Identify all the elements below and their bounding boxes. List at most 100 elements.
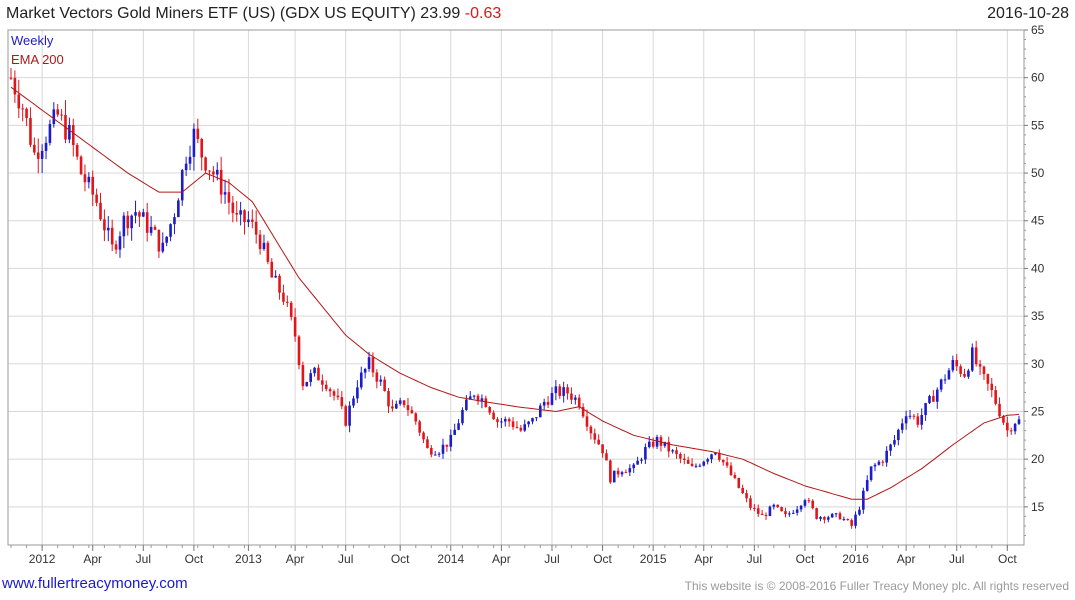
candle-down: [83, 174, 87, 183]
candle-up: [644, 447, 647, 460]
candle-down: [375, 372, 379, 382]
candle-down: [406, 405, 410, 411]
candle-up: [554, 386, 558, 394]
candle-down: [219, 169, 223, 195]
chart-date: 2016-10-28: [987, 5, 1069, 22]
candle-up: [951, 359, 955, 371]
candle-down: [974, 347, 978, 365]
candle-down: [231, 202, 235, 214]
candle-down: [114, 244, 118, 250]
candle-down: [282, 292, 285, 302]
candle-up: [363, 368, 367, 373]
candle-down: [418, 421, 421, 433]
x-tick-label: 2014: [437, 552, 464, 566]
candle-up: [865, 479, 869, 491]
legend-weekly: Weekly: [11, 33, 54, 48]
candle-up: [398, 400, 402, 404]
candle-up: [309, 373, 312, 382]
x-tick-label: Oct: [185, 552, 204, 566]
candle-up: [192, 128, 196, 157]
candle-down: [250, 219, 254, 222]
candle-up: [655, 436, 659, 447]
candle-down: [278, 275, 281, 293]
y-tick-label: 65: [1031, 23, 1045, 37]
candle-up: [768, 506, 772, 516]
candle-down: [577, 397, 581, 408]
candle-down: [589, 426, 593, 434]
candle-down: [609, 460, 612, 483]
candle-down: [741, 487, 744, 494]
candle-down: [811, 500, 815, 509]
candle-up: [106, 227, 110, 231]
candle-down: [17, 94, 21, 109]
candle-up: [862, 490, 865, 510]
candle-down: [982, 366, 986, 375]
candle-down: [749, 498, 752, 508]
candle-down: [601, 444, 604, 454]
candle-down: [838, 513, 842, 520]
candle-up: [352, 398, 355, 406]
candle-down: [13, 77, 17, 95]
candle-up: [788, 513, 791, 515]
candle-down: [340, 397, 344, 407]
candle-down: [986, 374, 990, 384]
candle-down: [659, 436, 663, 446]
candle-up: [44, 142, 48, 151]
candle-down: [99, 202, 102, 220]
candle-down: [1002, 416, 1005, 423]
candle-up: [223, 192, 227, 195]
x-tick-label: Apr: [286, 552, 305, 566]
candle-down: [301, 365, 305, 387]
candle-up: [714, 452, 717, 455]
candle-up: [149, 226, 153, 233]
candle-down: [153, 226, 157, 230]
candle-down: [414, 413, 418, 422]
candle-down: [753, 507, 756, 509]
candle-up: [142, 212, 145, 217]
candle-up: [928, 396, 931, 404]
candle-down: [733, 475, 737, 478]
candle-down: [344, 406, 348, 426]
candle-up: [523, 424, 527, 431]
candle-down: [1009, 430, 1013, 432]
candle-down: [321, 380, 324, 385]
candle-down: [959, 366, 962, 374]
candle-up: [531, 418, 534, 422]
candle-down: [21, 108, 24, 110]
candle-down: [426, 439, 429, 449]
candle-down: [519, 427, 523, 431]
candle-down: [846, 519, 850, 521]
y-tick-label: 30: [1031, 357, 1045, 371]
candle-down: [138, 212, 141, 217]
candle-down: [9, 77, 13, 79]
candle-down: [289, 302, 293, 318]
candle-down: [391, 406, 394, 409]
candle-up: [122, 215, 126, 237]
candle-down: [75, 145, 79, 157]
candle-up: [68, 125, 71, 140]
candle-up: [671, 450, 674, 452]
candle-down: [690, 463, 694, 467]
site-link[interactable]: www.fullertreacymoney.com: [2, 575, 188, 592]
candle-down: [593, 433, 597, 440]
candle-up: [924, 403, 927, 416]
candle-down: [110, 227, 114, 245]
candle-up: [967, 370, 970, 377]
candle-down: [585, 416, 589, 427]
candle-up: [542, 401, 546, 406]
candle-up: [215, 169, 219, 175]
candle-down: [725, 462, 729, 466]
candle-up: [710, 454, 713, 460]
candle-down: [686, 459, 690, 464]
x-tick-label: Oct: [391, 552, 410, 566]
x-tick-label: Apr: [897, 552, 916, 566]
candle-down: [515, 426, 519, 428]
candle-down: [200, 138, 204, 158]
candle-down: [71, 125, 75, 146]
candle-up: [52, 109, 56, 125]
y-tick-label: 40: [1031, 261, 1045, 275]
candle-up: [636, 460, 639, 465]
candle-up: [503, 419, 507, 422]
candle-up: [803, 500, 807, 506]
candle-up: [134, 212, 137, 216]
